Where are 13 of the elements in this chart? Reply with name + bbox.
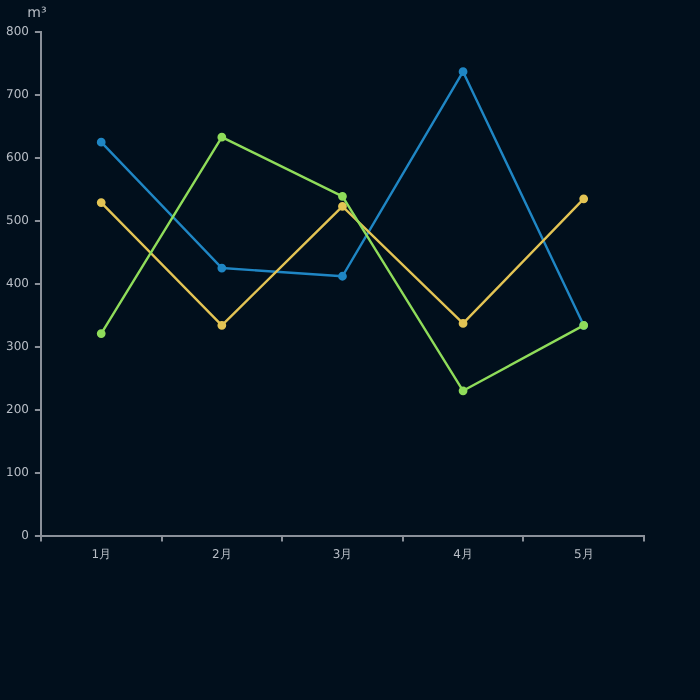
point: [579, 194, 589, 204]
point: [96, 198, 106, 207]
point: [96, 329, 106, 338]
point: [458, 67, 468, 77]
point: [338, 191, 347, 201]
point: [458, 386, 468, 396]
point: [217, 132, 227, 142]
point: [96, 137, 106, 147]
point: [338, 271, 347, 281]
point: [458, 319, 468, 328]
point: [217, 320, 227, 330]
point: [338, 201, 347, 211]
point: [217, 263, 227, 273]
